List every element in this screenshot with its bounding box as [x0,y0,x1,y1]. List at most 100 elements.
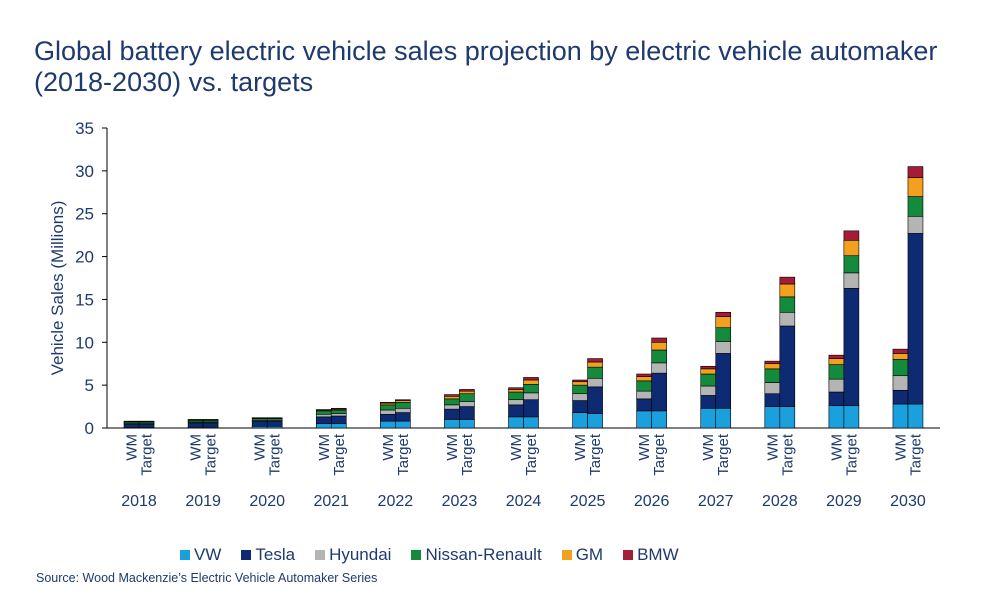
y-axis-label: Vehicle Sales (Millions) [48,201,67,376]
bar-type-label: WM [252,434,269,461]
bar-type-label: WM [700,434,717,461]
bar-segment-nissan-renault [330,409,347,414]
bar-segment-nissan-renault [380,404,396,411]
x-tick-label-year: 2026 [634,493,670,510]
legend-label: Hyundai [329,545,392,564]
bar-segment-hyundai [315,413,332,418]
bar-type-label: WM [188,434,205,461]
bar-segment-tesla [395,412,411,422]
bar-segment-bmw [636,373,652,377]
bar-segment-vw [380,420,396,429]
bar-segment-gm [459,390,475,395]
bar-segment-gm [444,395,460,400]
y-tick-label: 20 [75,248,94,267]
bar-segment-hyundai [651,362,667,374]
bar-segment-gm [636,376,652,382]
bar-type-label: Target [139,433,156,476]
bar-segment-vw [330,423,347,429]
bar-segment-vw [779,406,796,429]
bar-segment-vw [907,403,924,429]
bar-segment-hyundai [636,390,652,400]
bar-segment-vw [315,423,332,429]
bar-segment-tesla [779,325,796,407]
bar-segment-vw [892,403,909,429]
bar-segment-bmw [779,276,796,285]
bar-segment-hyundai [572,393,588,401]
bar-type-label: WM [124,434,141,461]
bars [123,166,924,429]
bar-type-label: WM [380,434,397,461]
bar-segment-tesla [843,287,860,407]
bar-segment-bmw [444,394,460,397]
bar-segment-tesla [459,406,475,420]
legend-swatch [623,550,634,560]
bar-segment-vw [459,419,475,429]
x-tick-label-year: 2028 [762,493,798,510]
bar-segment-bmw [523,377,539,381]
bar-segment-gm [892,353,909,360]
bar-segment-tesla [523,399,539,418]
bar-segment-vw [700,407,717,429]
bar-segment-tesla [330,415,347,425]
bar-segment-nissan-renault [764,368,781,383]
bar-segment-gm [508,389,524,393]
x-tick-label-year: 2021 [313,493,349,510]
bar-type-label: Target [715,433,732,476]
bar-segment-tesla [907,233,924,405]
bar-segment-bmw [651,337,667,343]
bar-segment-bmw [715,311,732,317]
bar-segment-bmw [459,389,475,392]
bar-segment-vw [395,420,411,429]
bar-segment-vw [828,405,845,429]
legend-item: Nissan-Renault [411,544,542,566]
bar-segment-hyundai [587,377,603,388]
bar-segment-vw [587,413,603,429]
legend-label: BMW [637,545,679,564]
bar-segment-hyundai [380,409,396,415]
bar-type-label: WM [636,434,653,461]
legend-item: VW [180,544,221,566]
bar-segment-tesla [138,423,155,428]
bar-segment-nissan-renault [572,384,588,395]
axes [102,127,940,429]
bar-segment-gm [779,283,796,298]
bar-segment-vw [444,419,460,429]
bar-segment-hyundai [330,413,347,417]
bar-segment-tesla [572,400,588,413]
bar-segment-nissan-renault [459,393,475,402]
bar-segment-vw [572,412,588,429]
bar-segment-nissan-renault [508,391,524,401]
legend-item: BMW [623,544,679,566]
y-tick-label: 25 [75,205,94,224]
bar-segment-vw [508,416,524,429]
bar-segment-tesla [508,404,524,418]
bar-type-label: WM [764,434,781,461]
bar-segment-nissan-renault [651,349,667,364]
bar-segment-bmw [508,387,524,390]
bar-segment-bmw [380,401,396,404]
bar-segment-tesla [700,395,717,409]
bar-segment-bmw [330,407,347,410]
legend-swatch [241,550,252,560]
bar-segment-tesla [123,423,140,428]
legend-swatch [411,550,422,560]
bar-segment-bmw [828,354,845,359]
bar-segment-hyundai [444,404,460,410]
bar-segment-vw [523,416,539,429]
bar-type-label: Target [651,433,668,476]
bar-segment-tesla [251,420,268,427]
y-tick-label: 0 [85,419,94,438]
bar-segment-vw [651,410,667,429]
bar-segment-tesla [444,408,460,420]
bar-segment-gm [572,381,588,386]
bar-segment-hyundai [907,215,924,234]
bar-type-label: Target [395,433,412,476]
bar-segment-hyundai [700,385,717,396]
bar-segment-gm [587,361,603,368]
y-tick-label: 30 [75,162,94,181]
bar-segment-vw [764,406,781,429]
bar-type-label: Target [459,433,476,476]
bar-segment-nissan-renault [395,401,411,409]
legend-label: GM [575,545,604,564]
bar-segment-hyundai [715,341,732,354]
